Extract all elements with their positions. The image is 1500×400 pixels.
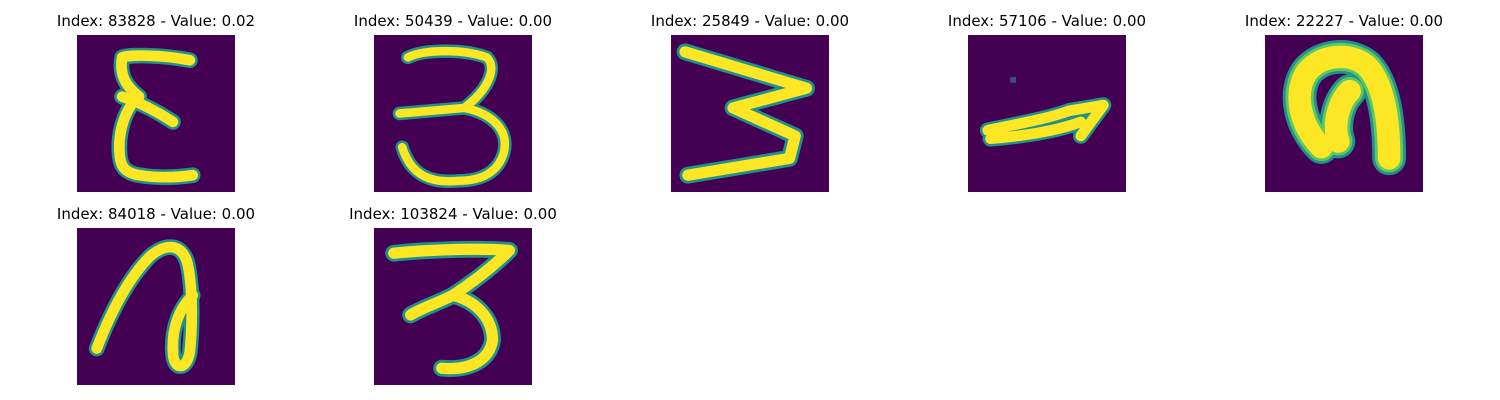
digit-image xyxy=(77,228,235,385)
image-panel-5: Index: 22227 - Value: 0.00 xyxy=(1214,0,1474,192)
digit-image xyxy=(374,35,532,192)
image-title: Index: 103824 - Value: 0.00 xyxy=(349,205,557,223)
image-title: Index: 57106 - Value: 0.00 xyxy=(947,12,1147,30)
image-title: Index: 83828 - Value: 0.02 xyxy=(56,12,256,30)
digit-image xyxy=(77,35,235,192)
digit-image xyxy=(1265,35,1423,192)
image-title: Index: 22227 - Value: 0.00 xyxy=(1244,12,1444,30)
image-panel-2: Index: 50439 - Value: 0.00 xyxy=(323,0,583,192)
image-panel-7: Index: 103824 - Value: 0.00 xyxy=(323,193,583,385)
digit-image xyxy=(671,35,829,192)
digit-image xyxy=(968,35,1126,192)
digit-image xyxy=(374,228,532,385)
image-panel-1: Index: 83828 - Value: 0.02 xyxy=(26,0,286,192)
image-panel-4: Index: 57106 - Value: 0.00 xyxy=(917,0,1177,192)
image-panel-6: Index: 84018 - Value: 0.00 xyxy=(26,193,286,385)
image-panel-3: Index: 25849 - Value: 0.00 xyxy=(620,0,880,192)
image-title: Index: 84018 - Value: 0.00 xyxy=(56,205,256,223)
image-title: Index: 25849 - Value: 0.00 xyxy=(650,12,850,30)
image-title: Index: 50439 - Value: 0.00 xyxy=(353,12,553,30)
